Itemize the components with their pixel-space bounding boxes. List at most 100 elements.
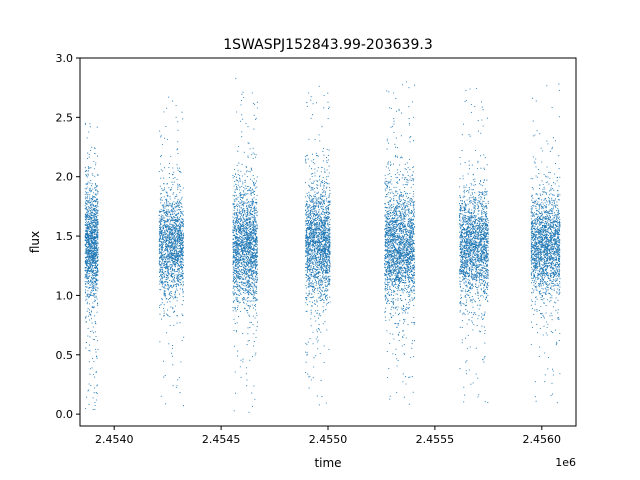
data-point xyxy=(254,261,256,263)
data-point xyxy=(176,258,178,260)
data-point xyxy=(95,371,97,373)
data-point xyxy=(164,220,166,222)
data-point xyxy=(168,234,170,236)
data-point xyxy=(92,205,94,207)
data-point xyxy=(242,284,244,286)
data-point xyxy=(91,367,93,369)
data-point xyxy=(179,247,182,249)
data-point xyxy=(86,241,89,243)
data-point xyxy=(235,296,237,298)
data-point xyxy=(160,262,162,264)
data-point xyxy=(91,245,93,247)
data-point xyxy=(161,236,164,238)
data-point xyxy=(255,221,257,223)
data-point xyxy=(245,122,247,124)
data-point xyxy=(85,208,87,210)
data-point xyxy=(253,247,255,249)
data-point xyxy=(246,208,248,210)
data-point xyxy=(160,273,162,275)
data-point xyxy=(94,250,97,252)
data-point xyxy=(246,269,248,271)
data-point xyxy=(177,232,179,235)
data-point xyxy=(246,385,248,387)
data-point xyxy=(91,228,93,230)
data-point xyxy=(248,315,251,317)
data-point xyxy=(94,262,96,264)
data-point xyxy=(174,209,176,211)
data-point xyxy=(92,241,94,243)
data-point xyxy=(178,259,180,261)
data-point xyxy=(168,218,171,220)
data-point xyxy=(92,302,94,304)
data-point xyxy=(256,268,258,270)
data-point xyxy=(246,243,248,245)
data-point xyxy=(180,268,183,270)
data-point xyxy=(89,219,91,221)
data-point xyxy=(94,194,96,196)
data-point xyxy=(166,234,168,236)
data-point xyxy=(97,279,99,281)
data-point xyxy=(90,272,92,274)
data-point xyxy=(88,248,90,250)
data-point xyxy=(249,290,251,292)
data-point xyxy=(242,301,245,303)
data-point xyxy=(247,156,249,159)
data-point xyxy=(245,187,247,190)
data-point xyxy=(249,217,251,219)
data-point xyxy=(254,205,256,207)
data-point xyxy=(86,231,88,233)
data-point xyxy=(168,173,170,175)
data-point xyxy=(85,196,87,198)
data-point xyxy=(232,174,234,177)
data-point xyxy=(96,249,98,251)
data-point xyxy=(86,209,88,211)
data-point xyxy=(172,203,174,205)
data-point xyxy=(179,185,181,187)
data-point xyxy=(91,207,93,209)
data-point xyxy=(177,206,179,208)
data-point xyxy=(178,275,180,277)
data-point xyxy=(315,209,317,212)
data-point xyxy=(86,268,88,270)
data-point xyxy=(160,136,162,138)
data-point xyxy=(239,212,241,214)
data-point xyxy=(251,405,254,407)
data-point xyxy=(176,149,178,151)
data-point xyxy=(163,183,165,185)
data-point xyxy=(243,229,245,231)
data-point xyxy=(181,218,184,220)
data-point xyxy=(180,240,182,242)
data-point xyxy=(252,182,254,184)
data-point xyxy=(238,228,240,230)
data-point xyxy=(234,228,236,230)
data-point xyxy=(236,188,238,190)
data-point xyxy=(89,244,91,246)
data-point xyxy=(248,246,250,248)
data-point xyxy=(160,214,162,216)
data-point xyxy=(172,177,174,180)
data-point xyxy=(234,207,236,209)
data-point xyxy=(170,219,172,221)
data-point xyxy=(87,228,89,230)
data-point xyxy=(164,208,166,210)
data-point xyxy=(317,260,320,262)
data-point xyxy=(159,283,161,285)
data-point xyxy=(169,293,171,295)
data-point xyxy=(169,210,171,212)
data-point xyxy=(250,239,252,241)
data-point xyxy=(163,310,165,312)
data-point xyxy=(92,196,95,198)
data-point xyxy=(86,188,88,190)
data-point xyxy=(97,193,99,195)
data-point xyxy=(251,228,253,230)
data-point xyxy=(168,273,170,275)
data-point xyxy=(94,259,96,261)
data-point xyxy=(162,228,164,230)
data-point xyxy=(240,220,242,222)
data-point xyxy=(241,225,243,227)
data-point xyxy=(176,276,178,278)
data-point xyxy=(247,253,249,255)
data-point xyxy=(163,312,165,314)
data-point xyxy=(253,249,255,251)
data-point xyxy=(170,264,172,266)
